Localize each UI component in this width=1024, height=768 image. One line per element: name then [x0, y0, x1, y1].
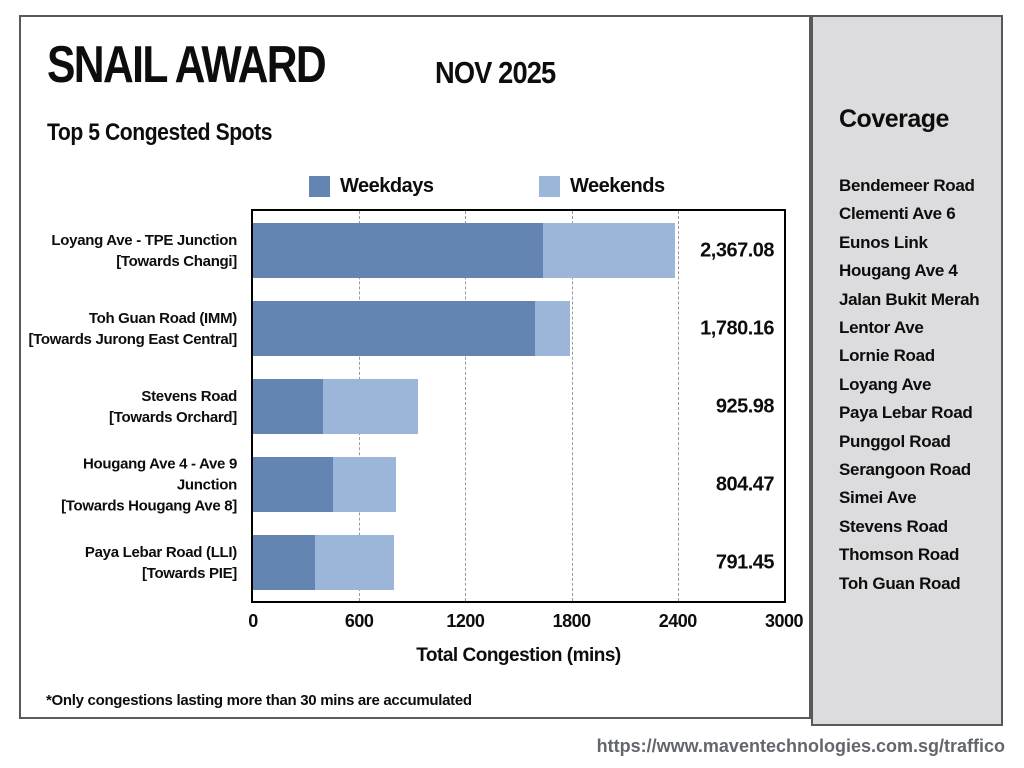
bar-weekends-segment: [333, 457, 397, 512]
chart-panel: SNAIL AWARD NOV 2025 Top 5 Congested Spo…: [19, 15, 811, 719]
x-tick-2400: 2400: [658, 611, 698, 631]
bar-weekdays-segment: [253, 535, 316, 590]
bar-weekdays-segment: [253, 223, 543, 278]
bar-total-value: 1,780.16: [700, 317, 774, 339]
x-tick-1200: 1200: [446, 611, 485, 631]
coverage-sidebar: Coverage Bendemeer Road Clementi Ave 6 Eun…: [811, 15, 1003, 726]
legend-label-weekends: Weekends: [570, 175, 665, 197]
coverage-item: Loyang Ave: [839, 374, 932, 394]
x-axis-label: Total Congestion (mins): [416, 645, 621, 666]
coverage-item: Bendemeer Road: [839, 176, 975, 195]
category-label: Stevens Road [Towards Orchard]: [109, 387, 237, 426]
bar-total-value: 791.45: [715, 551, 775, 573]
coverage-item: Stevens Road: [839, 516, 948, 536]
bar-weekends-segment: [542, 223, 676, 278]
coverage-item: Serangoon Road: [839, 460, 971, 480]
x-tick-3000: 3000: [764, 611, 804, 631]
bar-row: [253, 535, 395, 590]
gridline-2400: [677, 211, 679, 601]
page-title: SNAIL AWARD: [47, 36, 327, 94]
bar-row: [253, 379, 419, 434]
report-period: NOV 2025: [435, 55, 556, 90]
bar-weekdays-segment: [253, 379, 324, 434]
coverage-item: Eunos Link: [839, 232, 928, 252]
x-tick-0: 0: [248, 611, 258, 631]
bar-weekends-segment: [315, 535, 395, 590]
coverage-item: Jalan Bukit Merah: [839, 289, 980, 309]
footer-url[interactable]: https://www.maventechnologies.com.sg/tra…: [596, 736, 1005, 756]
bar-total-value: 2,367.08: [700, 239, 774, 261]
bar-weekends-segment: [534, 301, 571, 356]
chart-subtitle: Top 5 Congested Spots: [47, 119, 273, 146]
coverage-item: Simei Ave: [839, 488, 917, 508]
legend-item-weekdays: Weekdays: [309, 175, 434, 198]
category-label: Paya Lebar Road (LLI) [Towards PIE]: [84, 543, 237, 582]
coverage-item: Punggol Road: [839, 431, 951, 451]
gridline-1200: [465, 211, 467, 601]
category-label: Loyang Ave - TPE Junction [Towards Changi…: [51, 231, 237, 270]
coverage-item: Toh Guan Road: [839, 573, 961, 593]
x-tick-600: 600: [344, 611, 374, 631]
bar-row: [253, 457, 397, 512]
gridline-1800: [571, 211, 573, 601]
bar-row: [253, 223, 676, 278]
category-label: Toh Guan Road (IMM) [Towards Jurong East …: [28, 309, 237, 348]
weekdays-color-swatch: [309, 176, 330, 197]
x-tick-1800: 1800: [552, 611, 592, 631]
category-label: Hougang Ave 4 - Ave 9 Junction [Towards H…: [61, 455, 237, 514]
coverage-item: Clementi Ave 6: [839, 204, 956, 224]
coverage-item: Lentor Ave: [839, 318, 924, 338]
coverage-list: Bendemeer Road Clementi Ave 6 Eunos Link Ho…: [839, 172, 991, 598]
coverage-item: Hougang Ave 4: [839, 261, 958, 281]
coverage-item: Lornie Road: [839, 346, 935, 366]
sidebar-title: Coverage: [839, 105, 949, 133]
legend-label-weekdays: Weekdays: [340, 175, 434, 197]
bar-total-value: 804.47: [715, 473, 775, 495]
plot-area: Total Congestion (mins) 0 600 1200 1800 2400…: [28, 209, 804, 666]
bar-total-value: 925.98: [715, 395, 775, 417]
coverage-item: Paya Lebar Road: [839, 403, 973, 423]
bar-row: [253, 301, 571, 356]
weekends-color-swatch: [539, 176, 560, 197]
bar-weekdays-segment: [253, 457, 334, 512]
bar-weekends-segment: [323, 379, 419, 434]
coverage-item: Thomson Road: [839, 545, 960, 565]
bar-weekdays-segment: [253, 301, 535, 356]
footnote: *Only congestions lasting more than 30 m…: [46, 692, 472, 709]
legend-item-weekends: Weekends: [539, 175, 665, 198]
